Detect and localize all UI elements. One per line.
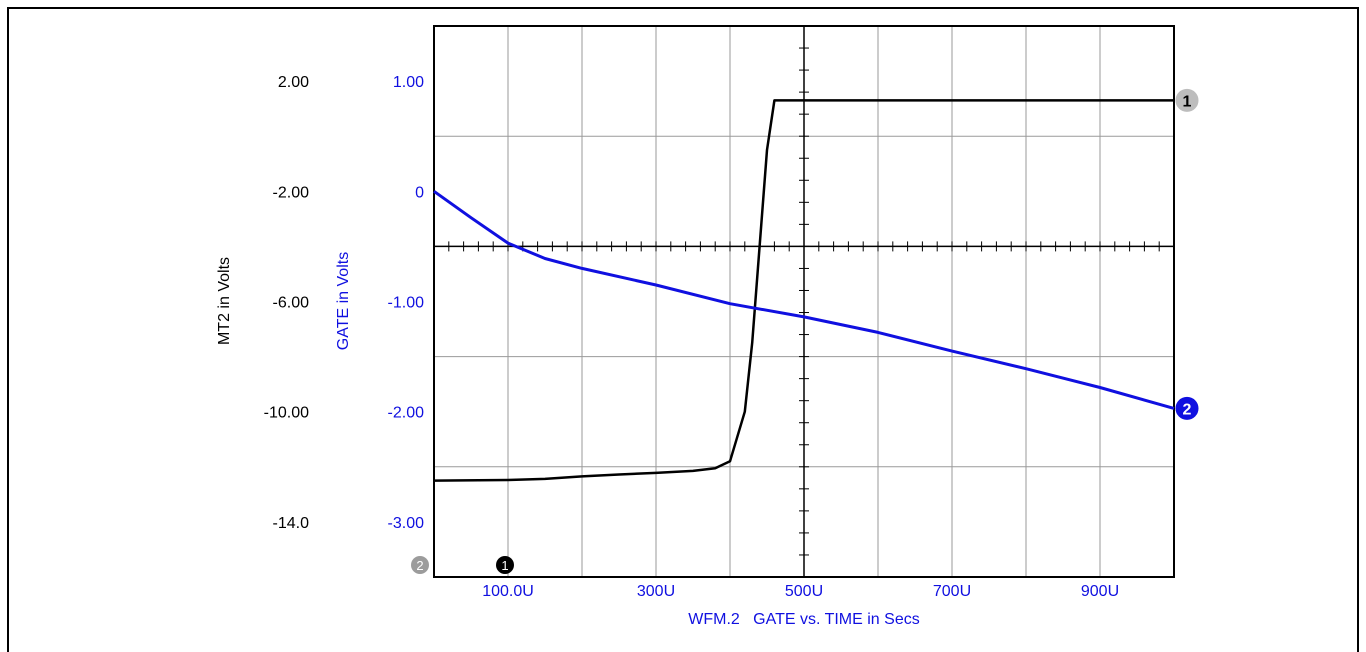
cursor-marker-1-label: 1 — [501, 558, 508, 573]
x-axis-tick-label: 500U — [785, 583, 823, 600]
trace-marker-1 — [1175, 88, 1199, 112]
cursor-marker-2-label: 2 — [416, 558, 423, 573]
left-axis-tick-label: -10.00 — [264, 405, 309, 422]
left-axis-title: MT2 in Volts — [216, 257, 233, 345]
gate-axis-title: GATE in Volts — [335, 252, 352, 350]
x-axis-tick-label: 900U — [1081, 583, 1119, 600]
left-axis-tick-label: -2.00 — [273, 184, 310, 201]
left-axis-tick-label: -14.0 — [273, 515, 310, 532]
trace-marker-2 — [1175, 396, 1199, 420]
x-axis-title: WFM.2 GATE vs. TIME in Secs — [688, 611, 919, 628]
x-axis-tick-label: 100.0U — [482, 583, 534, 600]
trace-marker-label: 1 — [1183, 93, 1192, 110]
series-line-1 — [433, 99, 1174, 482]
gate-axis-tick-label: -1.00 — [388, 295, 425, 312]
left-axis-tick-label: -6.00 — [273, 295, 310, 312]
x-axis-tick-label: 300U — [637, 583, 675, 600]
x-axis-tick-label: 700U — [933, 583, 971, 600]
cursor-marker-1 — [496, 556, 514, 574]
gate-axis-tick-label: 1.00 — [393, 74, 424, 91]
chart-frame — [7, 7, 1359, 652]
series-line-2 — [433, 190, 1175, 410]
trace-marker-label: 2 — [1183, 401, 1192, 418]
gate-axis-tick-label: -2.00 — [388, 405, 425, 422]
gate-axis-tick-label: -3.00 — [388, 515, 425, 532]
left-axis-tick-label: 2.00 — [278, 74, 309, 91]
gate-axis-tick-label: 0 — [415, 184, 424, 201]
cursor-marker-2 — [411, 556, 429, 574]
